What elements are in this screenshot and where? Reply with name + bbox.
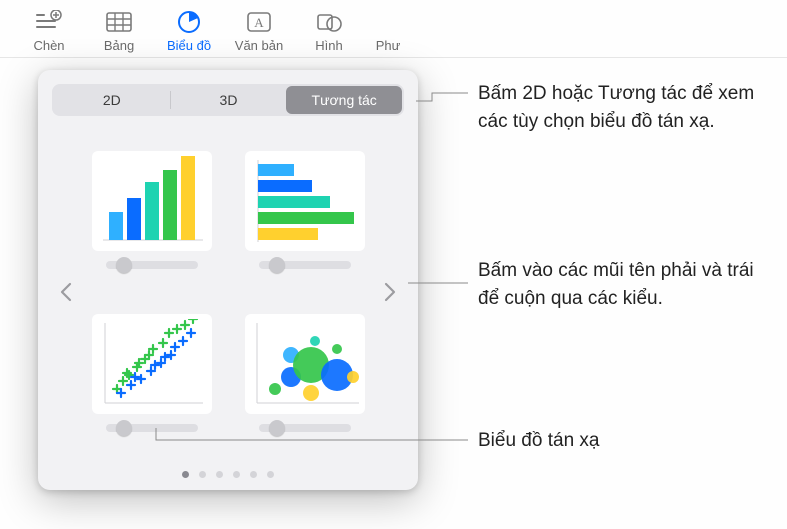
toolbar: Chèn Bảng Biểu đồ A Văn bản Hình Phư — [0, 0, 787, 58]
toolbar-insert[interactable]: Chèn — [18, 8, 80, 53]
segmented-control: 2D 3D Tương tác — [52, 84, 404, 116]
slider-icon — [106, 261, 198, 269]
table-icon — [100, 8, 138, 36]
bubble-chart-preview — [245, 314, 365, 414]
slider-icon — [259, 261, 351, 269]
callout-scatter: Biểu đồ tán xạ — [478, 427, 778, 455]
toolbar-label: Bảng — [104, 38, 134, 53]
toolbar-shape[interactable]: Hình — [298, 8, 360, 53]
nav-right[interactable] — [376, 272, 404, 312]
page-dot[interactable] — [216, 471, 223, 478]
svg-text:A: A — [254, 15, 264, 30]
toolbar-more[interactable]: Phư — [368, 8, 408, 53]
chart-grid — [80, 116, 376, 467]
page-dot[interactable] — [199, 471, 206, 478]
slider-icon — [259, 424, 351, 432]
toolbar-label: Hình — [315, 38, 342, 53]
shape-icon — [310, 8, 348, 36]
chart-column-interactive[interactable] — [82, 134, 221, 286]
toolbar-label: Biểu đồ — [167, 38, 211, 53]
page-dot[interactable] — [250, 471, 257, 478]
insert-icon — [30, 8, 68, 36]
nav-left[interactable] — [52, 272, 80, 312]
page-dots — [52, 467, 404, 480]
page-dot[interactable] — [182, 471, 189, 478]
toolbar-table[interactable]: Bảng — [88, 8, 150, 53]
chart-icon — [170, 8, 208, 36]
media-icon — [369, 8, 407, 36]
column-chart-preview — [92, 151, 212, 251]
callout-arrows: Bấm vào các mũi tên phải và trái để cuộn… — [478, 257, 778, 312]
page-dot[interactable] — [233, 471, 240, 478]
seg-3d[interactable]: 3D — [171, 86, 287, 114]
toolbar-chart[interactable]: Biểu đồ — [158, 8, 220, 53]
chart-scatter-interactive[interactable] — [82, 298, 221, 450]
seg-interactive[interactable]: Tương tác — [286, 86, 402, 114]
toolbar-label: Văn bản — [235, 38, 283, 53]
bar-chart-preview — [245, 151, 365, 251]
page-dot[interactable] — [267, 471, 274, 478]
chart-bubble-interactive[interactable] — [235, 298, 374, 450]
chart-bar-interactive[interactable] — [235, 134, 374, 286]
callout-segmented: Bấm 2D hoặc Tương tác để xem các tùy chọ… — [478, 80, 778, 135]
toolbar-label: Phư — [376, 38, 401, 53]
slider-icon — [106, 424, 198, 432]
chart-grid-wrap — [52, 116, 404, 467]
text-icon: A — [240, 8, 278, 36]
scatter-chart-preview — [92, 314, 212, 414]
toolbar-label: Chèn — [33, 38, 64, 53]
chart-popover: 2D 3D Tương tác — [38, 70, 418, 490]
seg-2d[interactable]: 2D — [54, 86, 170, 114]
toolbar-text[interactable]: A Văn bản — [228, 8, 290, 53]
